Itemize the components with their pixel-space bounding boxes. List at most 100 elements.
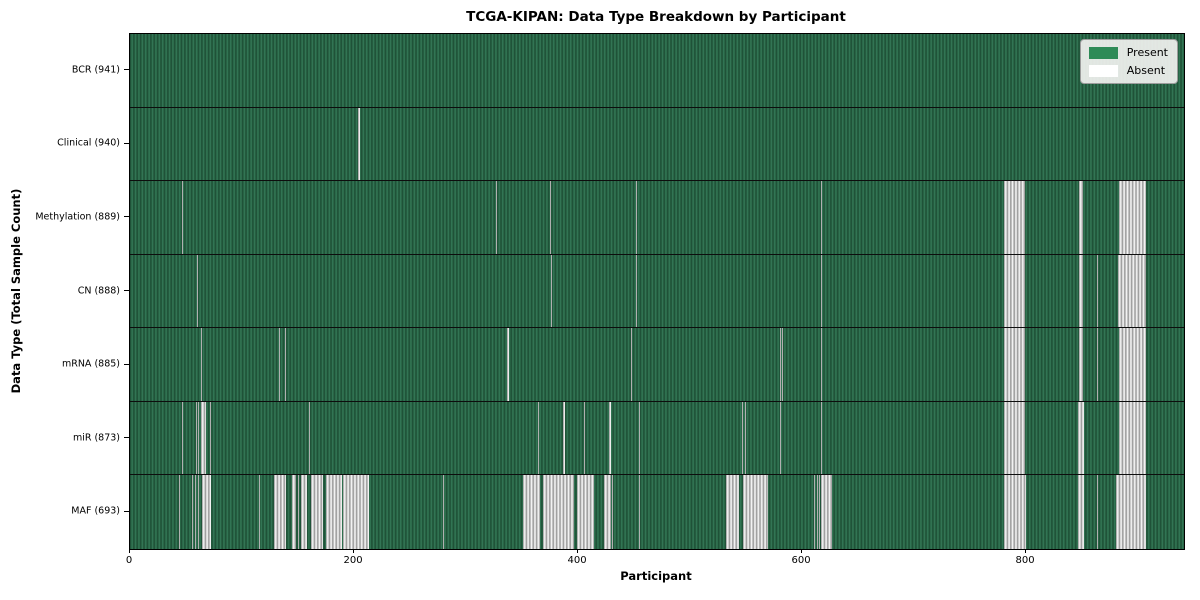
absent-segment [358, 107, 360, 181]
absent-segment [744, 401, 747, 475]
legend-swatch-present [1088, 46, 1118, 59]
absent-segment [197, 254, 199, 328]
absent-segment [1078, 254, 1084, 328]
y-tick-mark [124, 216, 129, 218]
y-tick-label: Clinical (940) [57, 137, 120, 149]
absent-segment [821, 181, 823, 254]
absent-segment [1077, 475, 1085, 549]
absent-segment [1078, 181, 1084, 254]
absent-segment [611, 475, 613, 549]
heatmap [129, 33, 1185, 550]
absent-segment [781, 328, 783, 401]
absent-segment [821, 328, 823, 401]
absent-segment [1096, 475, 1098, 549]
x-tick-mark [1025, 549, 1027, 553]
absent-segment [194, 475, 197, 549]
absent-segment [821, 475, 833, 549]
x-tick-mark [129, 549, 130, 553]
absent-segment [543, 475, 574, 549]
legend-label: Present [1126, 46, 1168, 59]
absent-segment [742, 475, 769, 549]
y-tick-label: MAF (693) [71, 505, 120, 517]
x-tick-mark [801, 549, 803, 553]
y-tick-mark [124, 290, 129, 291]
absent-segment [550, 181, 552, 254]
absent-segment [741, 401, 743, 475]
y-tick-label: BCR (941) [71, 64, 120, 76]
legend-entry: Present [1088, 46, 1168, 59]
absent-segment [814, 475, 816, 549]
absent-segment [326, 475, 342, 549]
absent-segment [209, 401, 211, 475]
absent-segment [638, 401, 640, 475]
absent-segment [636, 181, 638, 254]
legend-swatch-absent [1088, 64, 1118, 77]
absent-segment [523, 475, 540, 549]
y-tick-label: mRNA (885) [61, 358, 120, 370]
absent-segment [821, 401, 823, 475]
absent-segment [301, 475, 307, 549]
absent-segment [179, 475, 181, 549]
y-tick-mark [124, 437, 129, 439]
heatmap-row-cn [130, 254, 1184, 329]
absent-segment [1117, 254, 1146, 328]
absent-segment [1003, 328, 1025, 401]
x-tick-label: 200 [343, 555, 363, 566]
absent-segment [603, 475, 611, 549]
absent-segment [779, 328, 781, 401]
absent-segment [537, 401, 539, 475]
legend-entry: Absent [1088, 64, 1168, 77]
absent-segment [779, 401, 781, 475]
absent-segment [274, 475, 286, 549]
y-tick-mark [124, 363, 129, 365]
absent-segment [191, 475, 193, 549]
legend: Present Absent [1079, 39, 1178, 84]
absent-segment [1003, 181, 1025, 254]
absent-segment [200, 328, 202, 401]
absent-segment [200, 401, 207, 475]
absent-segment [342, 475, 369, 549]
y-tick-label: Methylation (889) [35, 211, 120, 223]
absent-segment [1078, 328, 1084, 401]
absent-segment [1077, 401, 1085, 475]
absent-segment [309, 401, 311, 475]
absent-segment [292, 475, 296, 549]
absent-segment [638, 475, 640, 549]
chart-title: TCGA-KIPAN: Data Type Breakdown by Parti… [466, 9, 846, 25]
heatmap-row-methylation [130, 181, 1184, 255]
x-tick-label: 400 [567, 555, 587, 566]
absent-segment [496, 181, 498, 254]
absent-segment [1003, 254, 1025, 328]
heatmap-row-mrna [130, 328, 1184, 402]
absent-segment [181, 401, 183, 475]
absent-segment [198, 475, 200, 549]
absent-segment [278, 328, 281, 401]
y-tick-label: CN (888) [77, 285, 120, 296]
absent-segment [551, 254, 553, 328]
absent-segment [821, 254, 823, 328]
absent-segment [507, 328, 509, 401]
x-axis-label: Participant [620, 569, 692, 583]
absent-segment [1119, 181, 1146, 254]
x-tick-label: 0 [125, 555, 133, 566]
absent-segment [298, 475, 300, 549]
absent-segment [630, 328, 632, 401]
absent-segment [818, 475, 820, 549]
absent-segment [1096, 328, 1098, 401]
absent-segment [576, 475, 594, 549]
y-tick-mark [124, 69, 129, 71]
absent-segment [196, 401, 198, 475]
absent-segment [284, 328, 286, 401]
absent-segment [563, 401, 565, 475]
x-tick-label: 800 [1015, 555, 1035, 566]
absent-segment [181, 181, 183, 254]
absent-segment [201, 475, 211, 549]
absent-segment [311, 475, 323, 549]
x-tick-mark [577, 549, 579, 553]
absent-segment [725, 475, 740, 549]
x-tick-label: 600 [791, 555, 811, 566]
y-tick-mark [124, 142, 129, 144]
absent-segment [442, 475, 444, 549]
absent-segment [258, 475, 260, 549]
y-tick-label: miR (873) [72, 432, 120, 444]
